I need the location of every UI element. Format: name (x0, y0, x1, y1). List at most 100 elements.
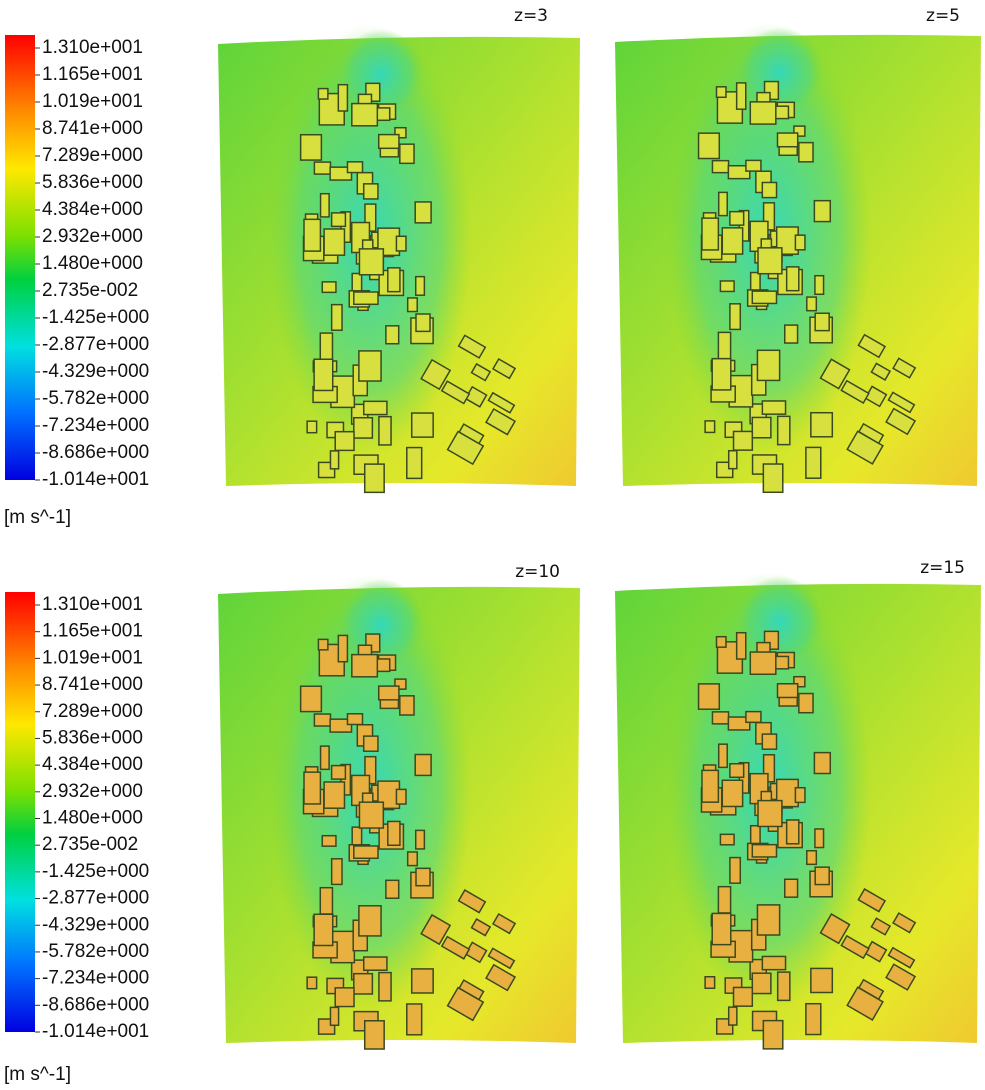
building (785, 325, 798, 343)
colorbar-tick-label: 8.741e+000 (42, 118, 143, 139)
building (750, 652, 776, 674)
colorbar-tick-label: -2.877e+000 (42, 334, 149, 355)
building (359, 906, 381, 936)
building (386, 880, 399, 898)
building (705, 977, 714, 989)
building (354, 846, 378, 858)
building (734, 431, 753, 450)
building (324, 229, 344, 255)
building (806, 447, 821, 478)
building (720, 834, 734, 844)
colorbar-tick-label: -1.425e+000 (42, 307, 149, 328)
building (729, 1007, 737, 1025)
colorbar-tick-label: -4.329e+000 (42, 361, 149, 382)
building (762, 956, 785, 969)
flow-field-panel (615, 23, 981, 493)
building (730, 304, 740, 330)
building (746, 712, 761, 723)
building (718, 887, 730, 913)
building (807, 297, 817, 311)
building (364, 957, 387, 970)
building (778, 133, 798, 147)
panel-label: z=15 (920, 558, 965, 578)
building (757, 350, 779, 380)
building (314, 162, 330, 174)
building (737, 633, 746, 659)
colorbar-tick-label: -5.782e+000 (42, 941, 149, 962)
building (320, 888, 332, 914)
building (416, 314, 430, 331)
colorbar-tick-label: 7.289e+000 (42, 701, 143, 722)
building (762, 734, 776, 749)
figure: 1.310e+0011.165e+0011.019e+0018.741e+000… (0, 0, 985, 1090)
building (752, 417, 771, 437)
building (752, 291, 776, 303)
building (815, 276, 824, 295)
building (815, 867, 829, 884)
building (718, 332, 730, 358)
flow-field-panel (218, 574, 580, 1049)
building (338, 635, 347, 661)
building (400, 144, 414, 163)
colorbar-tick-label: 1.165e+001 (42, 64, 143, 85)
building (304, 219, 320, 251)
building (386, 326, 399, 344)
building (321, 746, 330, 769)
colorbar-tick-label: 2.932e+000 (42, 781, 143, 802)
building (412, 969, 433, 993)
building (717, 87, 726, 97)
building (719, 744, 728, 767)
building (314, 714, 330, 726)
building (396, 236, 406, 251)
building (412, 413, 433, 437)
building (712, 913, 731, 944)
building (699, 684, 720, 709)
colorbar (5, 592, 35, 1032)
building (778, 416, 790, 444)
colorbar-tick-label: 2.735e-002 (42, 280, 138, 301)
colorbar-tick-label: -5.782e+000 (42, 388, 149, 409)
building (807, 851, 817, 865)
colorbar-tick-label: 5.836e+000 (42, 727, 143, 748)
colorbar-tick-label: 1.165e+001 (42, 621, 143, 642)
building (324, 782, 344, 808)
colorbar-tick-label: 1.480e+000 (42, 253, 143, 274)
building (330, 1007, 338, 1025)
building (762, 401, 785, 414)
building (717, 637, 726, 647)
building (814, 753, 830, 774)
building (763, 1021, 782, 1049)
building (352, 655, 378, 677)
building (787, 267, 799, 291)
panel-label: z=10 (515, 562, 560, 582)
building (758, 801, 782, 827)
building (795, 788, 805, 803)
building (408, 852, 418, 866)
building (318, 89, 327, 99)
building (699, 133, 720, 158)
colorbar-tick-label: -7.234e+000 (42, 415, 149, 436)
building (712, 161, 728, 173)
colorbar-unit: [m s^-1] (4, 507, 71, 528)
building (354, 292, 378, 304)
building (332, 766, 346, 780)
colorbar-tick-label: 8.741e+000 (42, 674, 143, 695)
building (722, 780, 742, 806)
building (347, 162, 362, 173)
building (321, 194, 330, 217)
colorbar-tick-label: 7.289e+000 (42, 145, 143, 166)
building (815, 313, 829, 330)
building (407, 1004, 422, 1035)
building (778, 684, 798, 698)
building (702, 218, 718, 250)
building (320, 333, 332, 359)
building (712, 712, 728, 724)
building (304, 772, 320, 804)
colorbar-tick-label: 1.310e+001 (42, 37, 143, 58)
building (752, 973, 771, 993)
building (379, 135, 399, 149)
building (416, 868, 430, 885)
flow-field-panel (615, 571, 981, 1049)
building (352, 104, 378, 126)
building (379, 973, 391, 1001)
